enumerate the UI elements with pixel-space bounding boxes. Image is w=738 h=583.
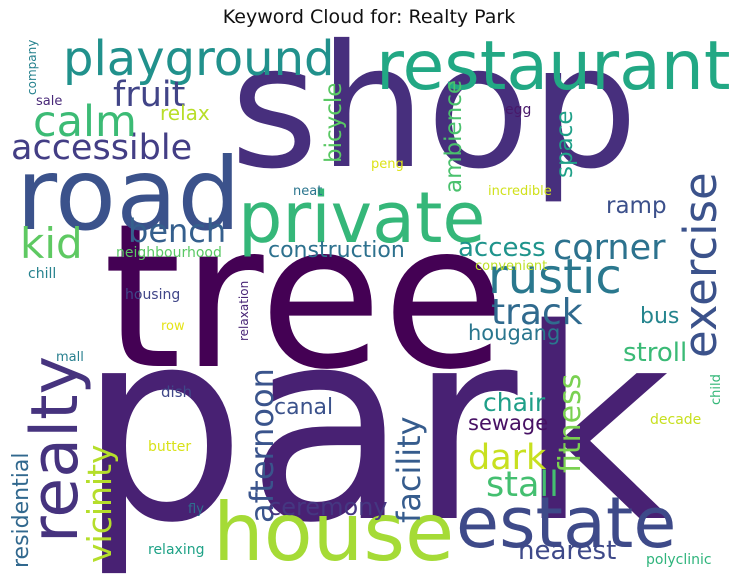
word-peng: peng: [371, 157, 404, 172]
word-mall: mall: [56, 350, 84, 365]
word-track: track: [491, 292, 583, 333]
word-access: access: [458, 233, 546, 263]
word-neighbourhood: neighbourhood: [116, 245, 222, 261]
word-hougang: hougang: [468, 321, 561, 345]
word-stroll: stroll: [623, 338, 688, 368]
word-company: company: [25, 39, 39, 95]
word-vicinity: vicinity: [80, 444, 119, 563]
word-estate: estate: [456, 482, 677, 564]
word-accessible: accessible: [11, 128, 193, 168]
word-fitness: fitness: [553, 373, 588, 473]
word-facility: facility: [390, 416, 428, 523]
word-bench: bench: [128, 212, 227, 250]
word-decade: decade: [650, 412, 702, 428]
word-convenient: convenient: [475, 259, 548, 274]
word-construction: construction: [268, 238, 405, 263]
word-polyclinic: polyclinic: [646, 552, 712, 568]
word-space: space: [552, 110, 578, 178]
word-fly: fly: [188, 502, 204, 517]
word-cloud: park tree shop road restaurant private house es…: [8, 33, 730, 578]
word-sewage: sewage: [468, 411, 549, 435]
word-dish: dish: [161, 383, 193, 401]
word-shop: shop: [230, 33, 639, 207]
word-rustic: rustic: [488, 249, 622, 305]
word-egg: egg: [505, 102, 532, 118]
word-fruit: fruit: [113, 75, 186, 115]
word-housing: housing: [125, 287, 181, 303]
word-house: house: [213, 486, 455, 578]
word-canal: canal: [274, 395, 334, 420]
word-relaxing: relaxing: [148, 542, 205, 558]
word-tree: tree: [103, 181, 506, 414]
word-ambience: ambience: [441, 79, 467, 193]
word-residential: residential: [9, 452, 34, 568]
word-nearest: nearest: [518, 536, 617, 566]
word-private: private: [238, 177, 486, 259]
word-calm: calm: [33, 97, 137, 147]
word-dark: dark: [468, 438, 547, 478]
word-playground: playground: [63, 33, 335, 87]
word-corner: corner: [553, 228, 666, 268]
word-park: park: [78, 273, 672, 578]
word-kid: kid: [20, 219, 83, 268]
word-relaxation: relaxation: [237, 280, 251, 341]
word-stall: stall: [486, 465, 559, 505]
word-sale: sale: [36, 94, 63, 109]
word-ramp: ramp: [606, 193, 667, 219]
word-bus: bus: [640, 304, 680, 329]
word-chill: chill: [28, 266, 57, 282]
word-chair: chair: [483, 388, 546, 417]
word-exercise: exercise: [674, 172, 727, 358]
word-row: row: [161, 319, 185, 334]
chart-title: Keyword Cloud for: Realty Park: [222, 6, 516, 28]
word-neat: neat: [293, 184, 323, 199]
word-butter: butter: [148, 439, 192, 455]
word-road: road: [16, 136, 241, 253]
word-incredible: incredible: [488, 184, 552, 199]
word-ceremony: ceremony: [268, 493, 388, 521]
word-child: child: [709, 374, 724, 405]
word-restaurant: restaurant: [376, 33, 730, 106]
word-relax: relax: [160, 101, 210, 125]
word-bicycle: bicycle: [321, 82, 347, 163]
